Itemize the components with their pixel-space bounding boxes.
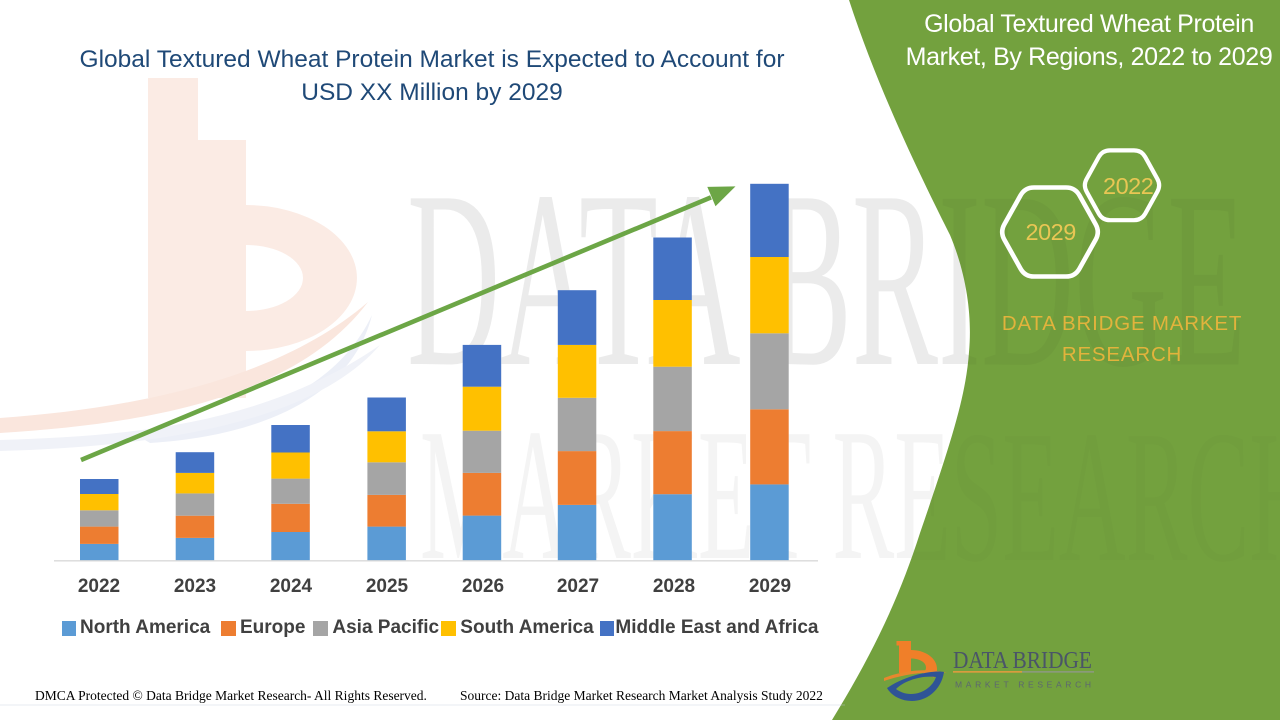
svg-text:MARKET RESEARCH: MARKET RESEARCH: [955, 680, 1091, 690]
svg-text:DATA BRIDGE: DATA BRIDGE: [953, 648, 1092, 674]
